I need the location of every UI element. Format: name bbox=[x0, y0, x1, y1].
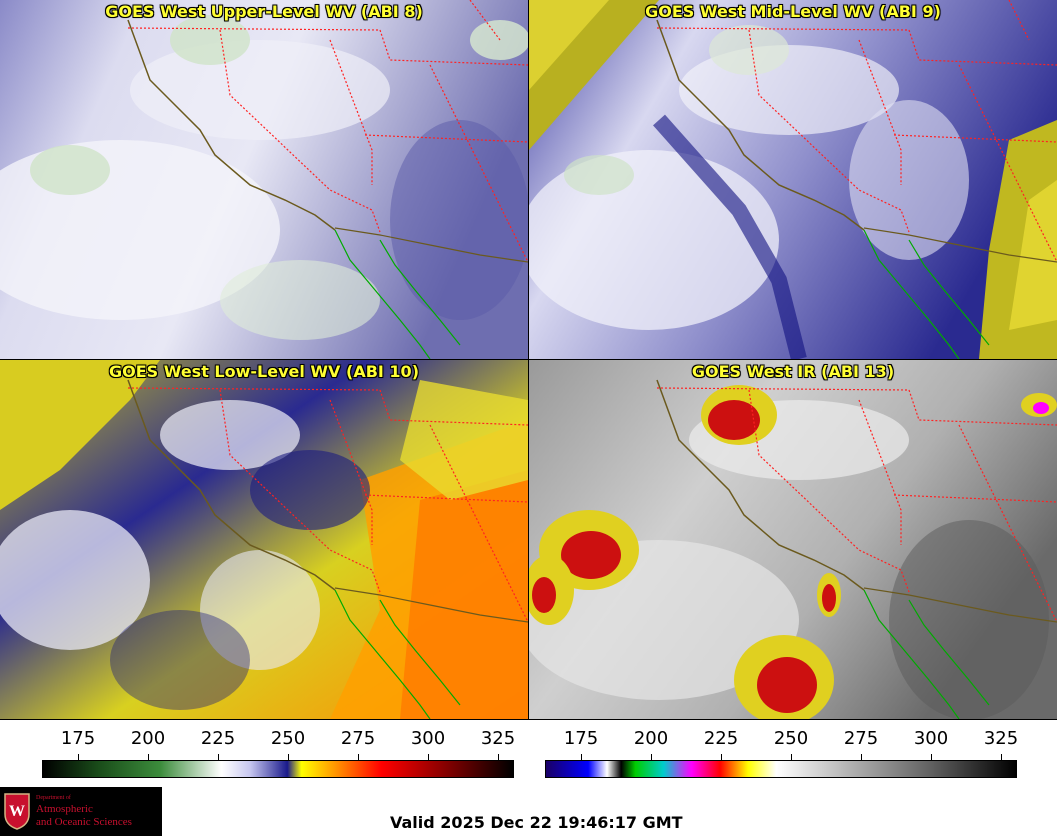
ir-color-scale: 175 200 225 250 275 300 325 bbox=[545, 728, 1019, 780]
panel-bottom-border bbox=[0, 719, 1057, 720]
scale-tick-mark bbox=[861, 754, 862, 760]
panel-low-level-wv: GOES West Low-Level WV (ABI 10) bbox=[0, 360, 528, 719]
panel-title: GOES West IR (ABI 13) bbox=[691, 362, 895, 381]
panel-title: GOES West Upper-Level WV (ABI 8) bbox=[105, 2, 423, 21]
scale-tick-mark bbox=[721, 754, 722, 760]
upper-level-wv-image bbox=[0, 0, 528, 359]
scale-tick-label: 325 bbox=[983, 728, 1019, 749]
scale-tick-mark bbox=[148, 754, 149, 760]
mid-level-wv-image bbox=[529, 0, 1057, 359]
scale-tick-mark bbox=[581, 754, 582, 760]
ir-color-bar bbox=[545, 760, 1017, 778]
scale-tick-mark bbox=[358, 754, 359, 760]
panel-mid-level-wv: GOES West Mid-Level WV (ABI 9) bbox=[529, 0, 1057, 359]
scale-tick-label: 275 bbox=[340, 728, 376, 749]
scale-tick-label: 275 bbox=[843, 728, 879, 749]
scale-tick-label: 250 bbox=[270, 728, 306, 749]
scale-tick-label: 300 bbox=[913, 728, 949, 749]
scale-tick-label: 200 bbox=[633, 728, 669, 749]
scale-tick-mark bbox=[288, 754, 289, 760]
ir-image bbox=[529, 360, 1057, 719]
scale-tick-mark bbox=[791, 754, 792, 760]
scale-tick-label: 175 bbox=[60, 728, 96, 749]
uw-crest-icon: W bbox=[4, 793, 30, 830]
scale-tick-label: 225 bbox=[200, 728, 236, 749]
panel-upper-level-wv: GOES West Upper-Level WV (ABI 8) bbox=[0, 0, 528, 359]
scale-tick-mark bbox=[498, 754, 499, 760]
scale-tick-mark bbox=[1001, 754, 1002, 760]
panel-divider-horizontal bbox=[0, 359, 1057, 360]
panel-title: GOES West Mid-Level WV (ABI 9) bbox=[645, 2, 941, 21]
logo-department: Department of bbox=[36, 795, 71, 801]
wv-color-bar bbox=[42, 760, 514, 778]
scale-tick-mark bbox=[218, 754, 219, 760]
scale-tick-label: 200 bbox=[130, 728, 166, 749]
scale-tick-label: 325 bbox=[480, 728, 516, 749]
logo-line-atmospheric: Atmospheric bbox=[36, 803, 93, 815]
scale-tick-mark bbox=[651, 754, 652, 760]
scale-tick-label: 225 bbox=[703, 728, 739, 749]
wv-color-scale: 175 200 225 250 275 300 325 bbox=[42, 728, 516, 780]
scale-tick-label: 250 bbox=[773, 728, 809, 749]
aos-logo: W Department of Atmospheric and Oceanic … bbox=[0, 787, 162, 836]
svg-text:W: W bbox=[9, 803, 25, 820]
low-level-wv-image bbox=[0, 360, 528, 719]
scale-tick-mark bbox=[428, 754, 429, 760]
scale-tick-label: 175 bbox=[563, 728, 599, 749]
panel-ir: GOES West IR (ABI 13) bbox=[529, 360, 1057, 719]
scale-tick-label: 300 bbox=[410, 728, 446, 749]
logo-line-oceanic: and Oceanic Sciences bbox=[36, 816, 132, 828]
scale-tick-mark bbox=[931, 754, 932, 760]
valid-time: Valid 2025 Dec 22 19:46:17 GMT bbox=[390, 813, 683, 832]
panel-divider-vertical bbox=[528, 0, 529, 720]
scale-tick-mark bbox=[78, 754, 79, 760]
panel-title: GOES West Low-Level WV (ABI 10) bbox=[108, 362, 419, 381]
